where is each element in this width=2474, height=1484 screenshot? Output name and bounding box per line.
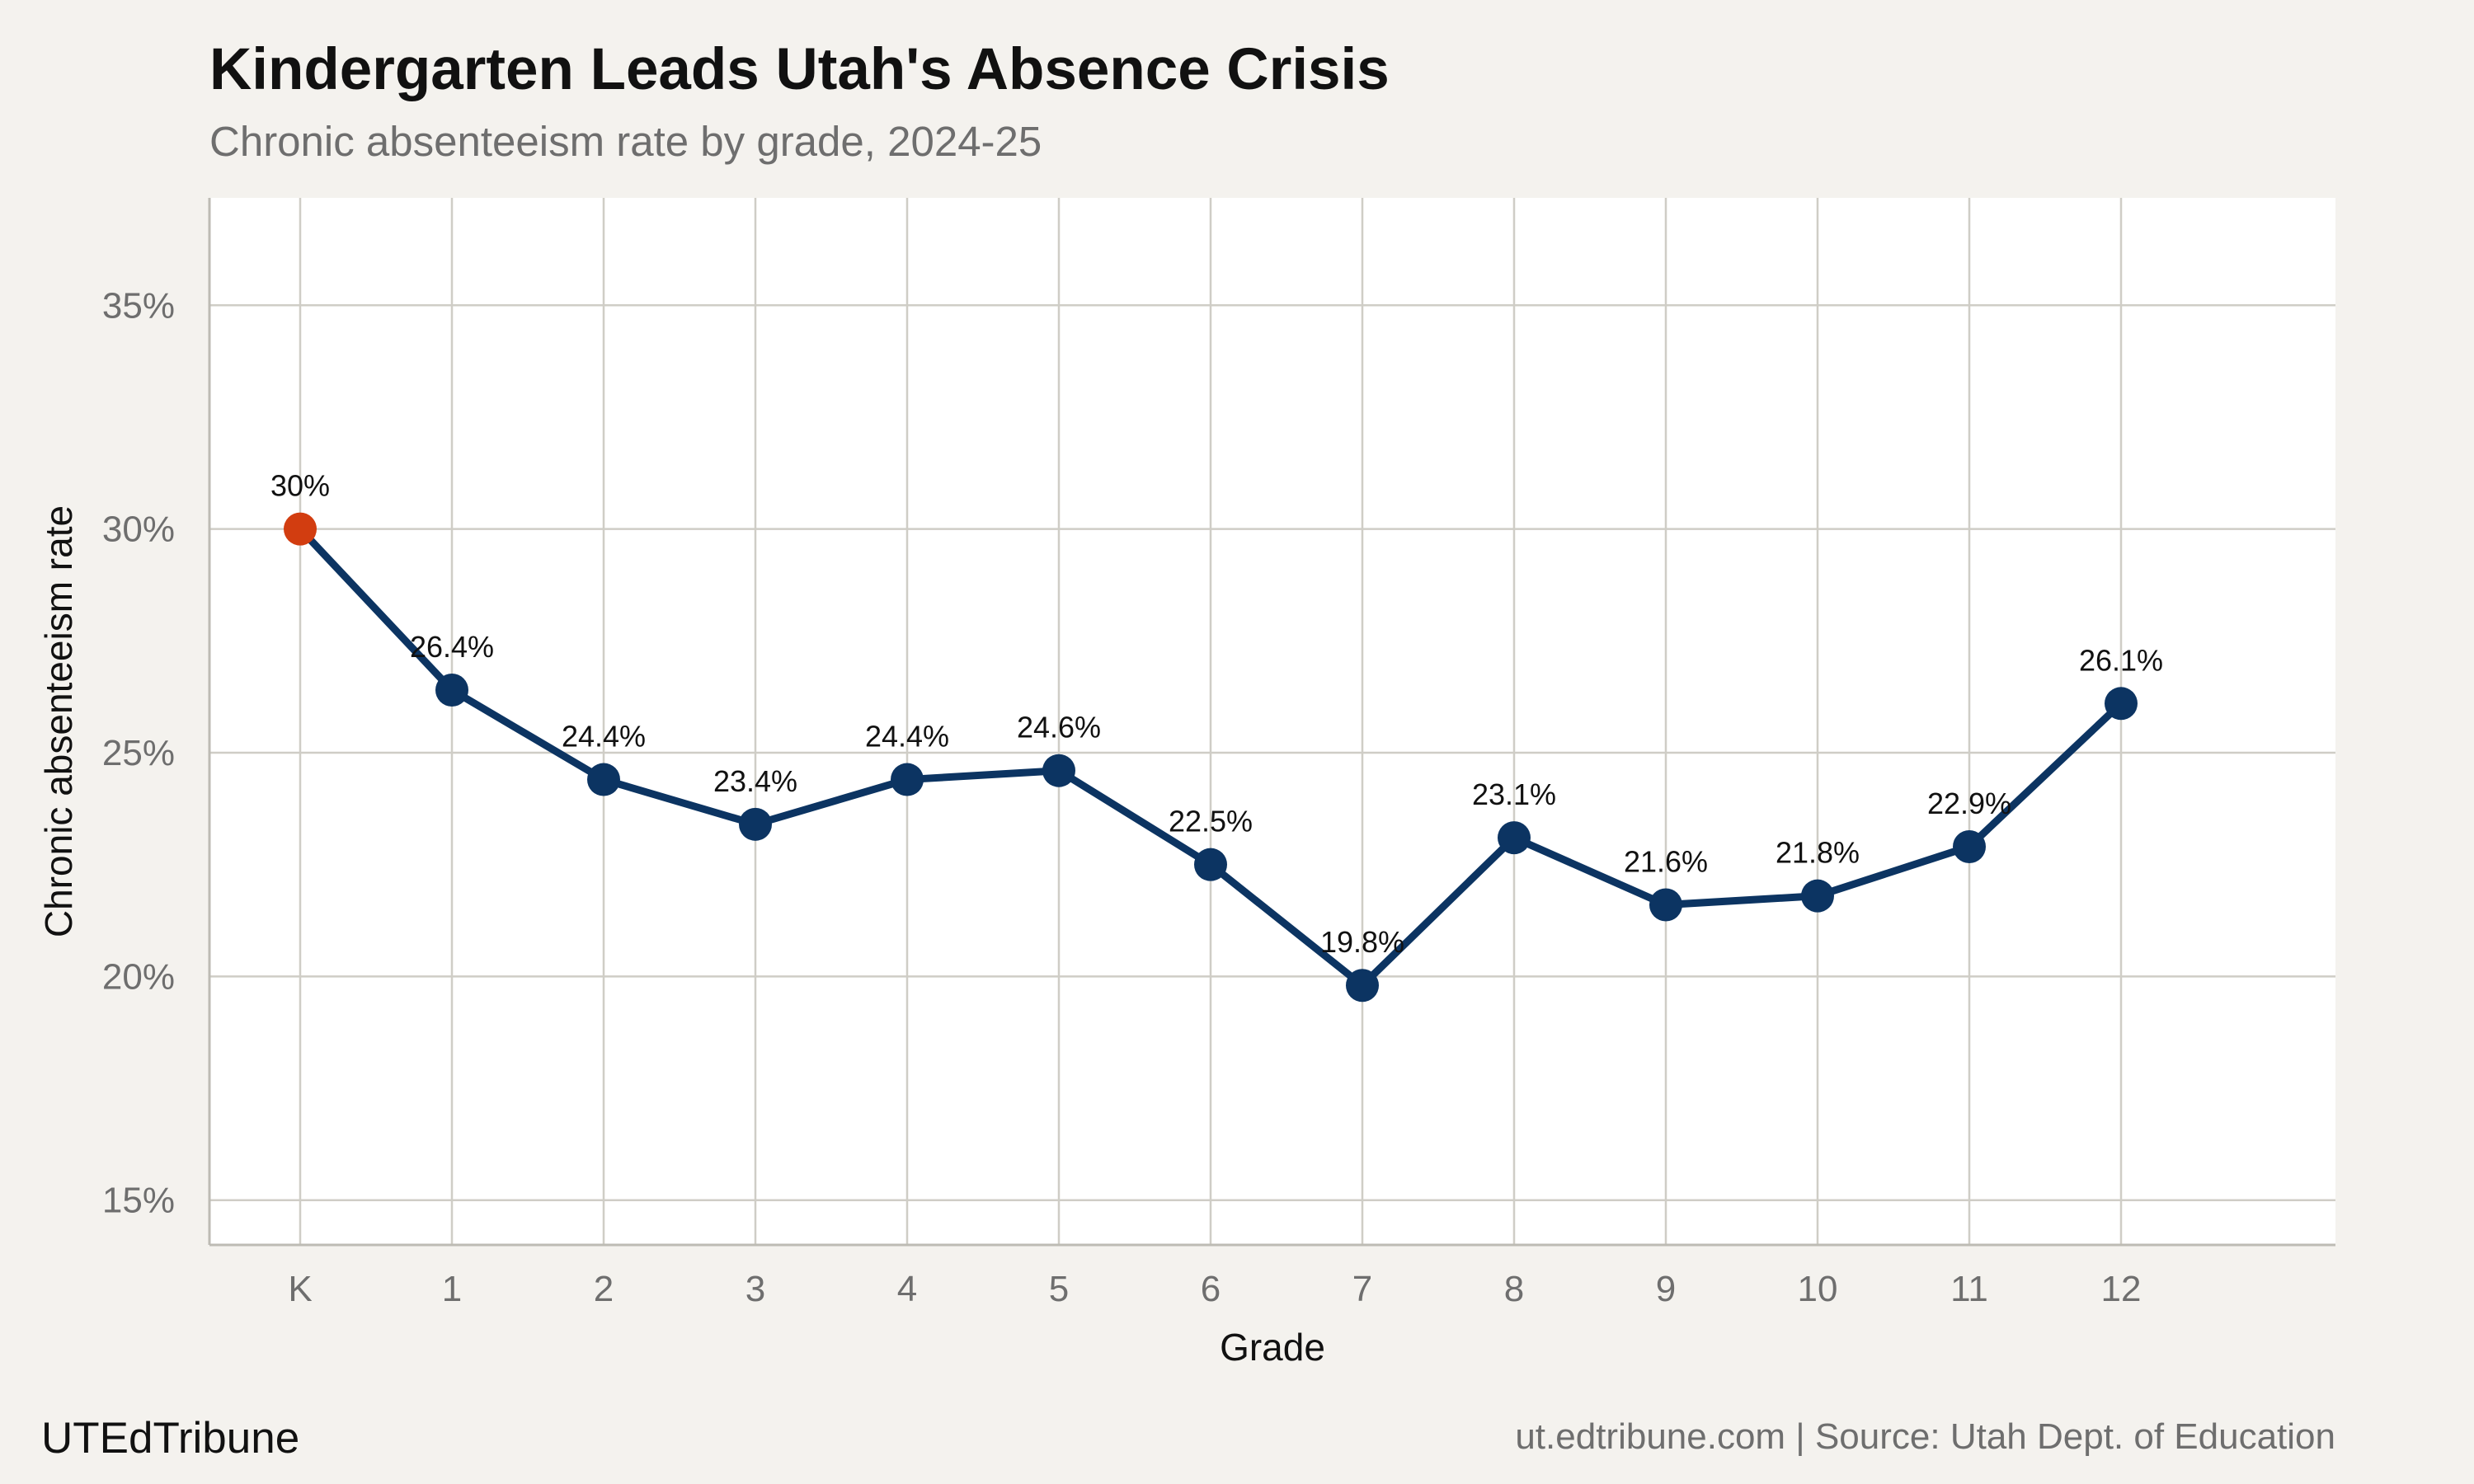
y-tick-label: 15% [102,1181,175,1221]
x-tick-label: 9 [1656,1269,1676,1309]
data-label: 22.5% [1169,805,1253,838]
data-point [891,763,924,796]
x-tick-label: 10 [1798,1269,1838,1309]
x-axis-title: Grade [1220,1326,1325,1369]
y-tick-labels: 15% 20% 25% 30% 35% [102,285,175,1220]
data-point [1042,754,1075,787]
data-point [1953,829,1986,863]
data-point [1649,888,1682,922]
data-label: 30% [270,469,330,503]
grid-lines [209,198,2335,1245]
x-tick-labels: K 1 2 3 4 5 6 7 8 9 10 11 12 [288,1269,2141,1309]
x-tick-label: 5 [1049,1269,1069,1309]
data-point [1194,848,1227,881]
data-point [1801,879,1834,913]
x-tick-label: K [288,1269,312,1309]
y-tick-label: 35% [102,285,175,326]
chart-subtitle: Chronic absenteeism rate by grade, 2024-… [209,118,1042,165]
data-point [587,763,620,796]
x-tick-label: 8 [1504,1269,1524,1309]
data-label: 24.4% [562,720,646,754]
data-label: 24.4% [865,720,949,754]
x-tick-label: 2 [594,1269,614,1309]
data-label: 24.6% [1017,711,1101,744]
x-tick-label: 4 [897,1269,917,1309]
line-chart: 15%20%25%30%35% K 1 2 3 4 5 6 7 8 9 10 11 12 30%26.4… [37,198,2335,1369]
data-point [739,807,772,841]
source-credit: ut.edtribune.com | Source: Utah Dept. of… [1515,1416,2335,1457]
data-label: 26.1% [2079,643,2163,677]
data-label: 23.4% [713,764,797,798]
x-tick-label: 3 [745,1269,765,1309]
x-tick-label: 6 [1201,1269,1221,1309]
data-label: 26.4% [410,630,494,664]
y-axis-title: Chronic absenteeism rate [37,505,80,937]
chart-title: Kindergarten Leads Utah's Absence Crisis [209,37,1390,102]
data-label: 21.6% [1624,845,1708,879]
x-tick-label: 11 [1950,1269,1988,1309]
data-point [284,512,317,546]
data-labels: 30% 26.4% 24.4% 23.4% 24.4% 24.6% 22.5% 19.8% 23… [270,469,2163,960]
data-points [284,512,2138,1003]
x-tick-label: 12 [2101,1269,2142,1309]
data-label: 21.8% [1776,836,1860,870]
data-label: 22.9% [1927,787,2011,820]
data-point [435,674,468,707]
plot-panel [209,198,2335,1245]
y-tick-label: 30% [102,510,175,550]
data-point [1346,969,1379,1003]
y-tick-label: 25% [102,733,175,773]
x-tick-label: 7 [1352,1269,1372,1309]
data-label: 19.8% [1320,925,1404,959]
data-point [1498,821,1531,855]
brand-logo-text: UTEdTribune [41,1414,300,1463]
y-tick-label: 20% [102,956,175,997]
data-point [2105,687,2138,721]
data-label: 23.1% [1472,777,1556,811]
x-tick-label: 1 [442,1269,462,1309]
